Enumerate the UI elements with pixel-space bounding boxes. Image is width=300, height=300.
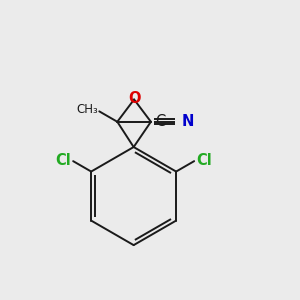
Text: N: N [182,114,194,129]
Text: C: C [155,114,166,129]
Text: Cl: Cl [55,153,71,168]
Text: Cl: Cl [196,153,212,168]
Text: CH₃: CH₃ [76,103,98,116]
Text: O: O [128,91,140,106]
